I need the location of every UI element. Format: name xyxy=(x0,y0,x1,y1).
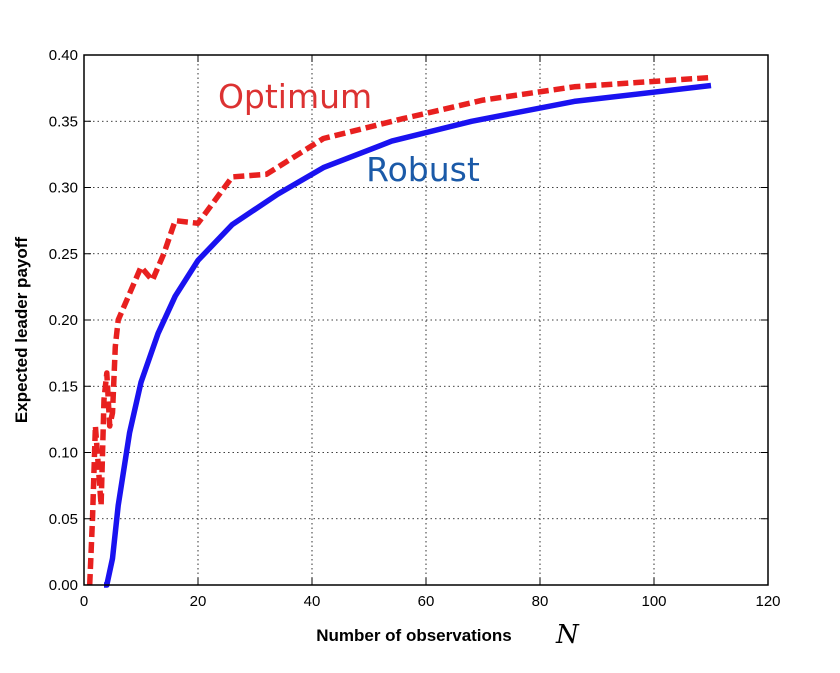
x-tick-label: 120 xyxy=(755,593,780,610)
grid-lines xyxy=(84,55,768,585)
series-annotations: Optimum Robust xyxy=(218,77,480,189)
x-tick-label: 60 xyxy=(418,593,435,610)
x-tick-label: 40 xyxy=(304,593,321,610)
y-tick-label: 0.10 xyxy=(49,445,78,462)
y-tick-label: 0.40 xyxy=(49,47,78,64)
y-tick-label: 0.25 xyxy=(49,246,78,263)
x-axis-symbol: N xyxy=(555,620,580,650)
annotation-robust: Robust xyxy=(366,150,480,189)
y-tick-label: 0.35 xyxy=(49,113,78,130)
x-tick-label: 0 xyxy=(80,593,88,610)
x-tick-label: 80 xyxy=(532,593,549,610)
data-series xyxy=(86,74,712,588)
y-tick-label: 0.00 xyxy=(49,577,78,594)
annotation-optimum: Optimum xyxy=(218,77,372,116)
y-tick-label: 0.30 xyxy=(49,180,78,197)
x-tick-label: 100 xyxy=(641,593,666,610)
x-tick-label: 20 xyxy=(190,593,207,610)
y-tick-label: 0.20 xyxy=(49,312,78,329)
series-line-optimum xyxy=(86,74,712,586)
y-tick-label: 0.05 xyxy=(49,511,78,528)
y-axis-title: Expected leader payoff xyxy=(12,237,31,423)
axis-ticks: 0 20 40 60 80 100 120 0.00 0.05 0.10 0.15 0.20 0.25 0… xyxy=(49,47,781,610)
x-axis-title: Number of observations xyxy=(316,626,512,645)
series-line-robust xyxy=(104,82,712,588)
y-tick-label: 0.15 xyxy=(49,378,78,395)
